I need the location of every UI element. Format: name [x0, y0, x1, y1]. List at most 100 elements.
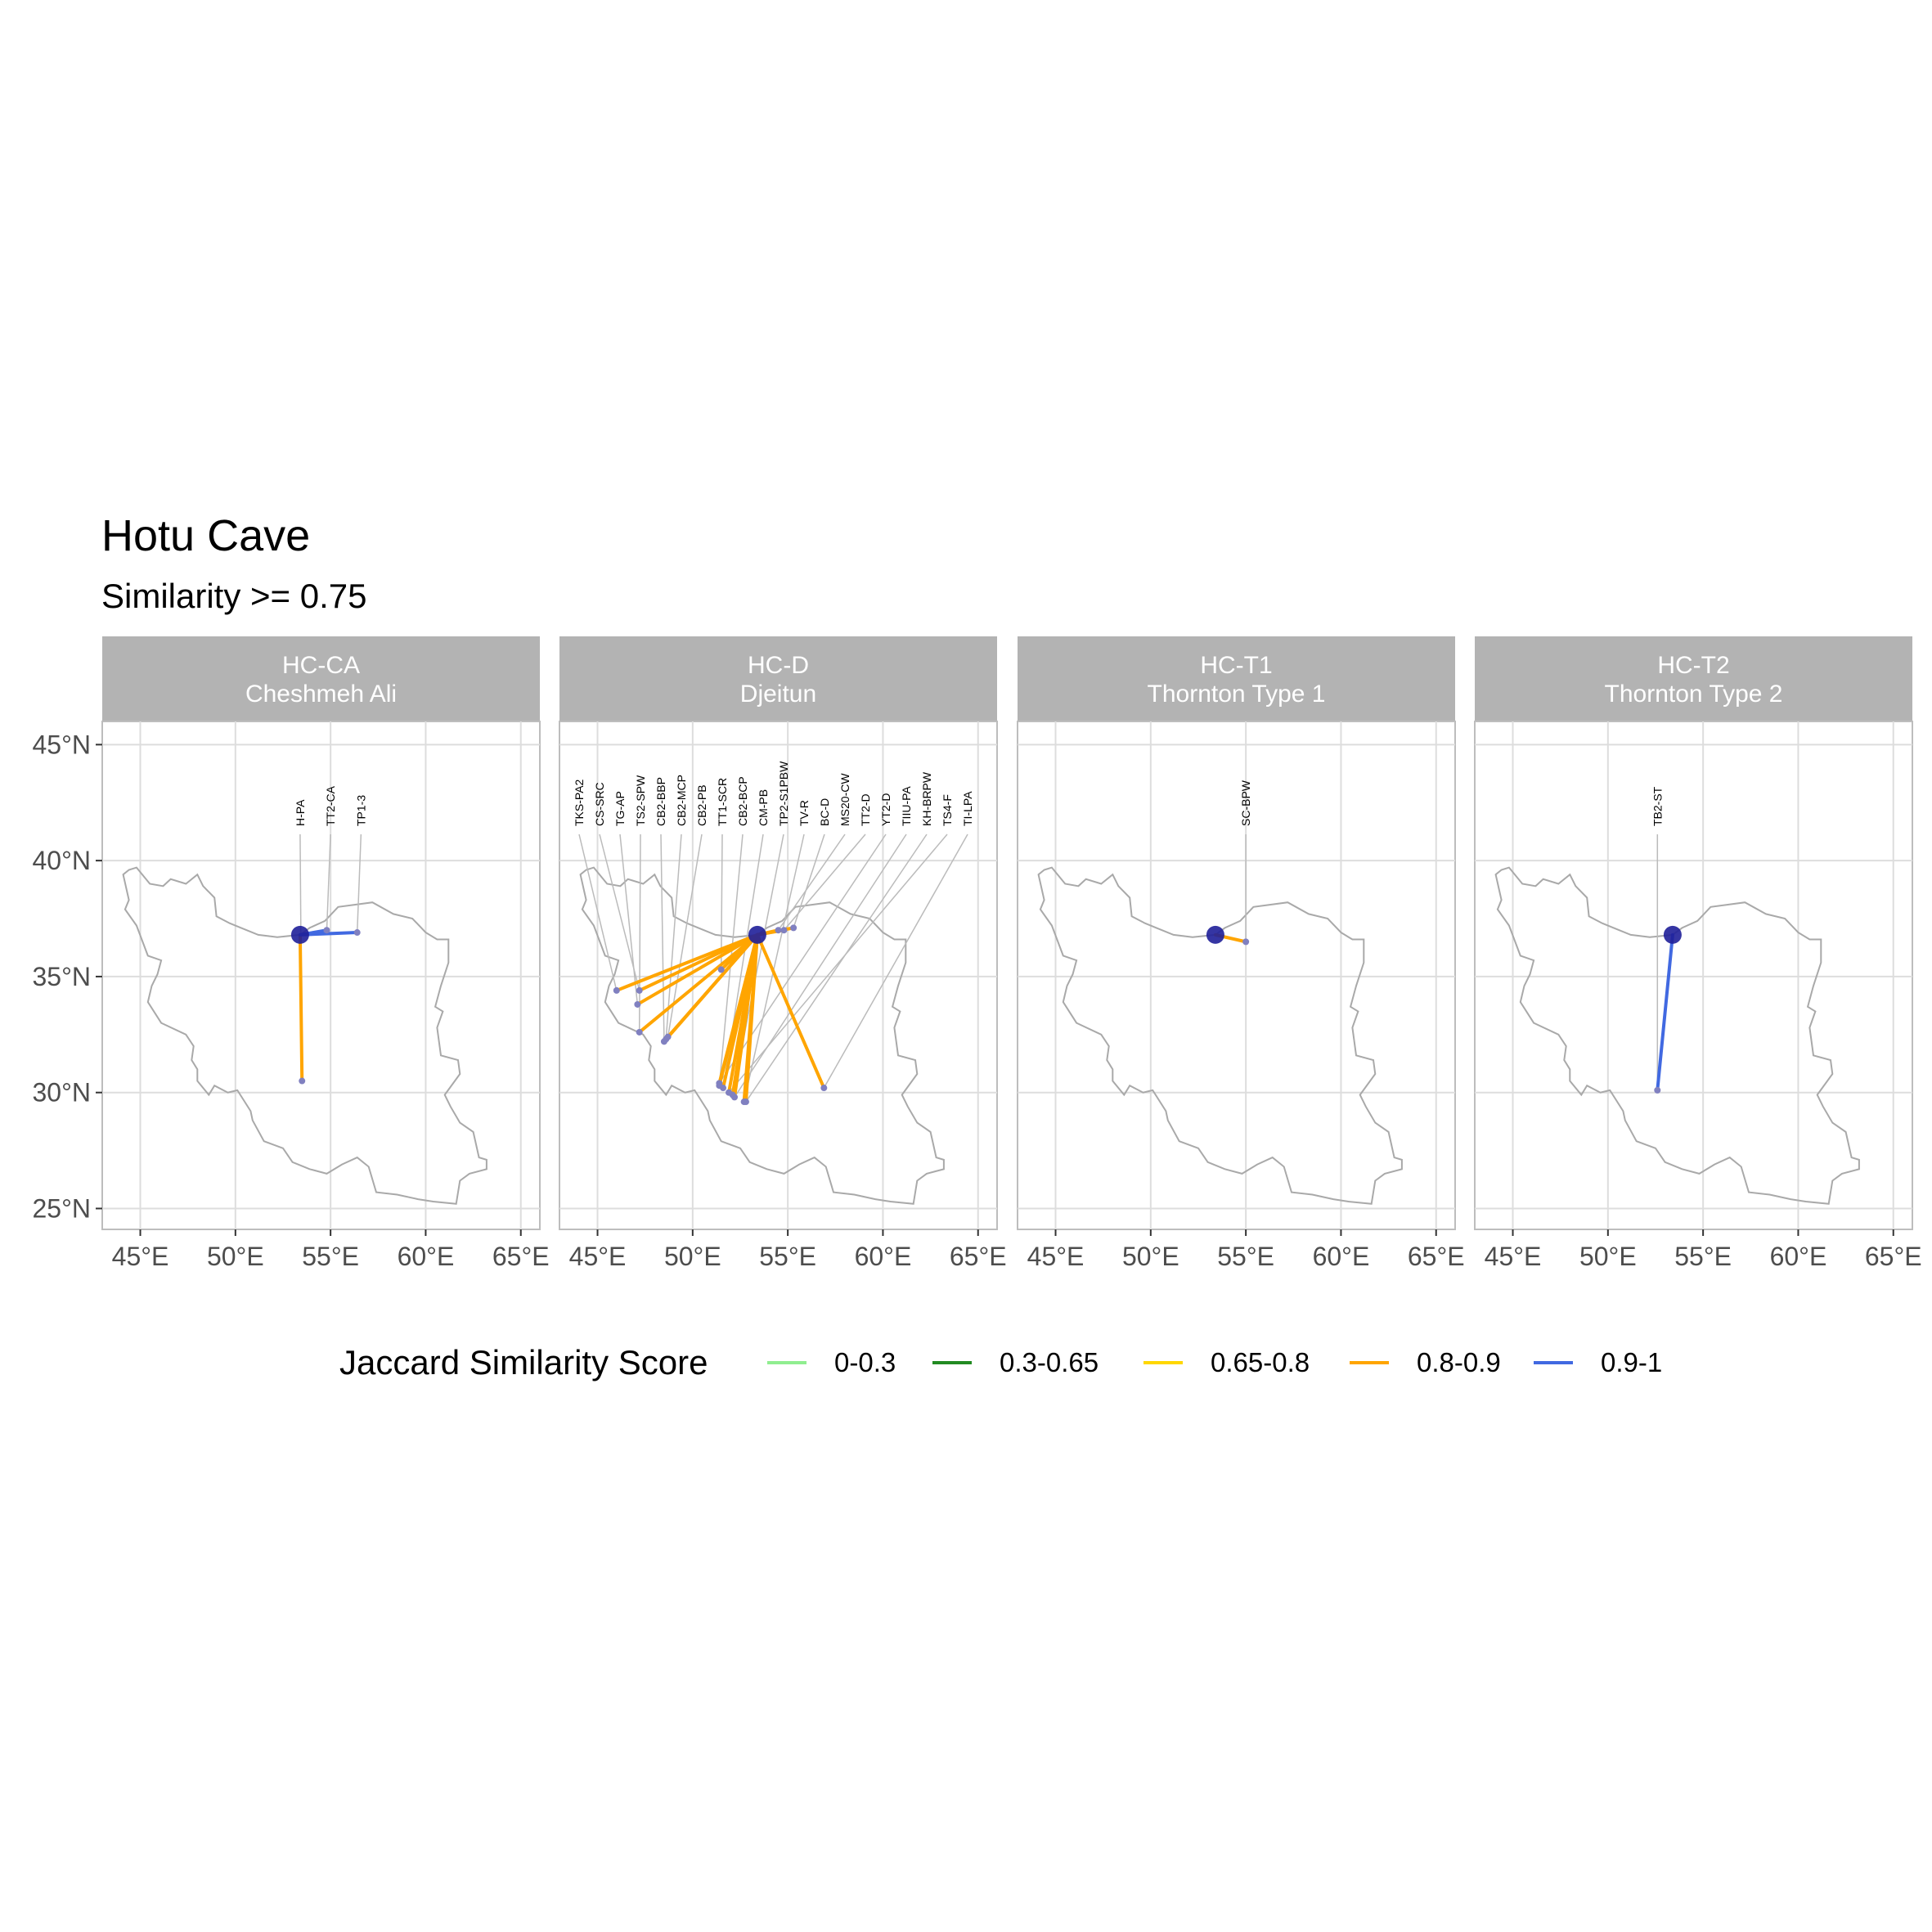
- label-leader-line: [734, 833, 907, 1098]
- legend-title: Jaccard Similarity Score: [339, 1343, 708, 1382]
- y-tick-label: 30°N: [33, 1078, 92, 1108]
- x-tick-label: 45°E: [1027, 1242, 1085, 1271]
- x-tick-label: 65°E: [1408, 1242, 1465, 1271]
- facet-name: Cheshmeh Ali: [245, 681, 397, 708]
- site-point: [323, 927, 330, 934]
- label-leader-line: [777, 833, 846, 931]
- x-tick-label: 60°E: [398, 1242, 455, 1271]
- similarity-link: [717, 932, 759, 1085]
- panel-frame: [1017, 721, 1456, 1230]
- panel-frame: [1474, 721, 1913, 1230]
- label-leader-line: [728, 833, 948, 1094]
- site-label: CB2-PB: [695, 784, 708, 826]
- legend-key: [767, 1361, 806, 1364]
- similarity-link: [298, 932, 304, 1083]
- hub-point: [1206, 925, 1224, 944]
- x-tick-label: 45°E: [112, 1242, 169, 1271]
- hub-point: [748, 925, 766, 944]
- similarity-link: [666, 932, 759, 1039]
- panel-frame: [101, 721, 541, 1230]
- site-label: TT1-SCR: [716, 778, 729, 826]
- site-label: CB2-MCP: [675, 775, 688, 826]
- site-label: TT2-D: [859, 793, 872, 826]
- label-leader-line: [660, 833, 665, 1042]
- site-label: CM-PB: [757, 789, 770, 826]
- similarity-link: [1656, 932, 1674, 1092]
- site-point: [1242, 938, 1250, 946]
- legend-item-0.9-1: 0.9-1: [1534, 1341, 1662, 1384]
- chart-title: Hotu Cave: [101, 511, 311, 560]
- y-tick-label: 45°N: [33, 730, 92, 759]
- site-point: [636, 986, 643, 994]
- label-leader-line: [356, 833, 362, 933]
- site-point: [820, 1085, 828, 1092]
- similarity-link: [298, 931, 359, 937]
- label-leader-line: [599, 833, 640, 991]
- label-leader-line: [743, 833, 805, 1103]
- similarity-link: [744, 932, 759, 1104]
- facet-strip: [102, 636, 540, 721]
- site-label: CB2-BCP: [736, 776, 749, 826]
- chart-subtitle: Similarity >= 0.75: [101, 577, 367, 615]
- similarity-link: [727, 932, 759, 1094]
- panel-frame: [559, 721, 998, 1230]
- facet-name: Thornton Type 1: [1148, 681, 1326, 708]
- site-point: [775, 927, 782, 934]
- facet-strip: [559, 636, 997, 721]
- site-point: [353, 929, 361, 937]
- x-tick-label: 55°E: [759, 1242, 816, 1271]
- y-tick-label: 35°N: [33, 962, 92, 991]
- legend-item-0.3-0.65: 0.3-0.65: [932, 1341, 1099, 1384]
- similarity-link: [755, 932, 826, 1090]
- label-leader-line: [718, 833, 887, 1084]
- label-leader-line: [783, 833, 866, 931]
- x-tick-label: 45°E: [569, 1242, 627, 1271]
- site-label: TI-LPA: [961, 791, 974, 826]
- site-point: [716, 1080, 723, 1087]
- facet-code: HC-CA: [282, 652, 360, 679]
- similarity-link: [637, 932, 759, 1034]
- x-tick-label: 50°E: [1122, 1242, 1179, 1271]
- facet-code: HC-T1: [1200, 652, 1272, 679]
- site-point: [720, 1085, 727, 1092]
- site-label: TS2-SPW: [634, 775, 647, 826]
- site-point: [636, 1028, 643, 1036]
- x-tick-label: 55°E: [1674, 1242, 1732, 1271]
- site-label: CB2-BBP: [654, 777, 667, 826]
- site-label: H-PA: [294, 799, 307, 826]
- site-label: TG-AP: [613, 791, 627, 826]
- facet-code: HC-D: [748, 652, 809, 679]
- x-tick-label: 45°E: [1485, 1242, 1542, 1271]
- label-leader-line: [326, 833, 331, 931]
- legend-key: [1350, 1361, 1389, 1364]
- country-outline: [1494, 866, 1860, 1205]
- site-point: [780, 927, 788, 934]
- legend-label: 0.8-0.9: [1417, 1347, 1501, 1377]
- facet-strip: [1475, 636, 1912, 721]
- site-label: MS20-CW: [838, 773, 851, 826]
- legend-item-0.8-0.9: 0.8-0.9: [1350, 1341, 1501, 1384]
- country-outline: [1037, 866, 1403, 1205]
- site-point: [299, 1077, 306, 1085]
- hub-point: [290, 925, 309, 944]
- legend-label: 0-0.3: [834, 1347, 896, 1377]
- x-tick-label: 50°E: [664, 1242, 721, 1271]
- site-label: TV-R: [798, 800, 811, 826]
- legend-label: 0.3-0.65: [1000, 1347, 1099, 1377]
- label-leader-line: [619, 833, 639, 1005]
- site-label: KH-BRPW: [920, 771, 933, 826]
- legend-key: [1143, 1361, 1183, 1364]
- x-tick-label: 65°E: [492, 1242, 550, 1271]
- y-tick-label: 40°N: [33, 846, 92, 875]
- label-leader-line: [745, 833, 928, 1103]
- site-label: TKS-PA2: [573, 779, 586, 826]
- hub-point: [1663, 925, 1682, 944]
- country-outline: [579, 866, 945, 1205]
- x-tick-label: 50°E: [207, 1242, 264, 1271]
- site-label: TP1-3: [354, 795, 367, 826]
